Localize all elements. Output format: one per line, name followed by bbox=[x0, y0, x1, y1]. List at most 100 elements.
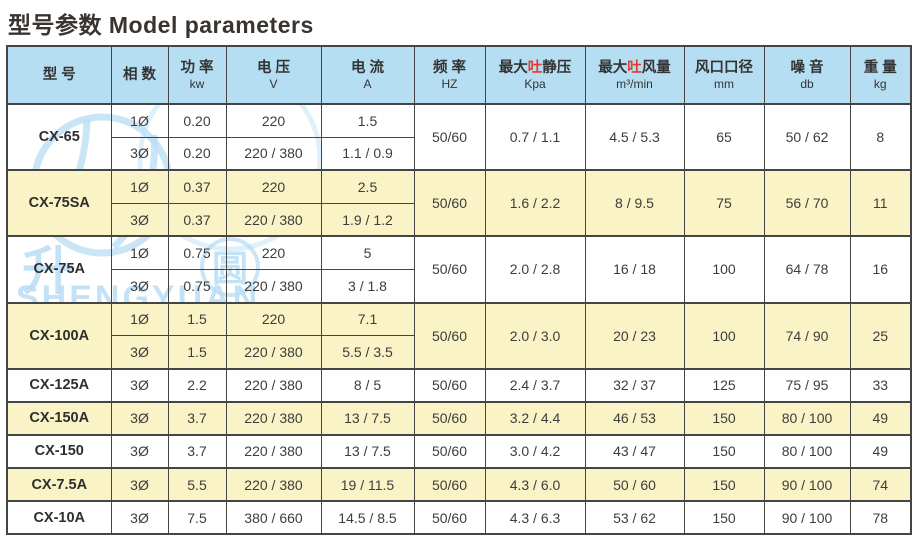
cell-weight: 25 bbox=[849, 301, 912, 370]
cell-noise: 64 / 78 bbox=[763, 235, 851, 304]
cell-frequency: 50/60 bbox=[413, 500, 486, 535]
cell-phase: 3Ø bbox=[110, 367, 169, 403]
column-header-unit: kg bbox=[873, 76, 887, 91]
cell-phase: 3Ø bbox=[110, 400, 169, 436]
table-row: CX-75A 1Ø 0.75 220 5 50/60 2.0 / 2.8 16 / 18 100… bbox=[6, 235, 912, 304]
column-header-unit: mm bbox=[714, 76, 734, 91]
table-row: CX-7.5A 3Ø 5.5 220 / 380 19 / 11.5 50/60 4.3 /… bbox=[6, 467, 912, 502]
column-header-max-static-pressure: 最大吐静压 Kpa bbox=[484, 45, 586, 105]
cell-max-air-volume: 50 / 60 bbox=[584, 467, 685, 502]
cell-frequency: 50/60 bbox=[413, 467, 486, 502]
cell-model: CX-75SA bbox=[6, 169, 112, 237]
cell-weight: 49 bbox=[849, 400, 912, 436]
header-text: 风量 bbox=[641, 59, 671, 76]
header-text: 最大 bbox=[598, 59, 628, 76]
cell-max-static-pressure: 1.6 / 2.2 bbox=[484, 169, 586, 237]
cell-model: CX-100A bbox=[6, 301, 112, 370]
cell-power: 0.37 bbox=[167, 169, 227, 204]
cell-noise: 75 / 95 bbox=[763, 367, 851, 403]
cell-max-air-volume: 4.5 / 5.3 bbox=[584, 102, 685, 171]
cell-outlet-diameter: 75 bbox=[683, 169, 765, 237]
cell-power: 3.7 bbox=[167, 433, 227, 469]
cell-power: 1.5 bbox=[167, 335, 227, 370]
cell-current: 7.1 bbox=[320, 301, 415, 337]
cell-current: 1.1 / 0.9 bbox=[320, 136, 415, 171]
cell-noise: 90 / 100 bbox=[763, 500, 851, 535]
column-header-frequency: 频 率 HZ bbox=[413, 45, 486, 105]
cell-phase: 3Ø bbox=[110, 335, 169, 370]
cell-current: 13 / 7.5 bbox=[320, 400, 415, 436]
cell-current: 1.9 / 1.2 bbox=[320, 202, 415, 237]
table-row: CX-100A 1Ø 1.5 220 7.1 50/60 2.0 / 3.0 20 / 23 1… bbox=[6, 301, 912, 370]
cell-power: 1.5 bbox=[167, 301, 227, 337]
cell-noise: 80 / 100 bbox=[763, 433, 851, 469]
column-header-label: 型 号 bbox=[42, 66, 76, 83]
column-header-outlet-diameter: 风口口径 mm bbox=[683, 45, 765, 105]
cell-phase: 1Ø bbox=[110, 169, 169, 204]
column-header-label: 最大吐静压 bbox=[486, 59, 585, 78]
table-row: CX-75SA 1Ø 0.37 220 2.5 50/60 1.6 / 2.2 8 / 9.5… bbox=[6, 169, 912, 237]
column-header-label: 重 量 bbox=[863, 59, 897, 76]
cell-outlet-diameter: 150 bbox=[683, 400, 765, 436]
column-header-unit: kw bbox=[189, 76, 205, 91]
cell-frequency: 50/60 bbox=[413, 301, 486, 370]
cell-voltage: 220 / 380 bbox=[225, 335, 322, 370]
column-header-model: 型 号 bbox=[6, 45, 112, 105]
cell-weight: 74 bbox=[849, 467, 912, 502]
cell-frequency: 50/60 bbox=[413, 169, 486, 237]
table-row: CX-150A 3Ø 3.7 220 / 380 13 / 7.5 50/60 3.2 / … bbox=[6, 400, 912, 436]
column-header-label: 频 率 bbox=[432, 59, 467, 76]
cell-frequency: 50/60 bbox=[413, 433, 486, 469]
header-text: 静压 bbox=[542, 59, 572, 76]
cell-power: 0.75 bbox=[167, 268, 227, 304]
column-header-label: 噪 音 bbox=[790, 59, 824, 76]
page-title: 型号参数 Model parameters bbox=[8, 12, 314, 38]
cell-power: 0.20 bbox=[167, 102, 227, 138]
cell-max-air-volume: 32 / 37 bbox=[584, 367, 685, 403]
table-row: CX-65 1Ø 0.20 220 1.5 50/60 0.7 / 1.1 4.5 / 5.3… bbox=[6, 102, 912, 171]
cell-max-air-volume: 8 / 9.5 bbox=[584, 169, 685, 237]
cell-power: 0.75 bbox=[167, 235, 227, 270]
cell-max-air-volume: 43 / 47 bbox=[584, 433, 685, 469]
cell-phase: 3Ø bbox=[110, 202, 169, 237]
column-header-label: 最大吐风量 bbox=[586, 59, 684, 78]
cell-outlet-diameter: 125 bbox=[683, 367, 765, 403]
cell-voltage: 220 / 380 bbox=[225, 202, 322, 237]
cell-max-static-pressure: 4.3 / 6.3 bbox=[484, 500, 586, 535]
cell-noise: 74 / 90 bbox=[763, 301, 851, 370]
cell-outlet-diameter: 65 bbox=[683, 102, 765, 171]
cell-power: 3.7 bbox=[167, 400, 227, 436]
cell-current: 3 / 1.8 bbox=[320, 268, 415, 304]
cell-current: 8 / 5 bbox=[320, 367, 415, 403]
cell-phase: 1Ø bbox=[110, 102, 169, 138]
cell-power: 2.2 bbox=[167, 367, 227, 403]
cell-weight: 16 bbox=[849, 235, 912, 304]
column-header-max-air-volume: 最大吐风量 m³/min bbox=[584, 45, 685, 105]
column-header-phase: 相 数 bbox=[110, 45, 169, 105]
cell-voltage: 220 / 380 bbox=[225, 467, 322, 502]
cell-max-static-pressure: 0.7 / 1.1 bbox=[484, 102, 586, 171]
column-header-label: 相 数 bbox=[122, 66, 157, 83]
cell-voltage: 380 / 660 bbox=[225, 500, 322, 535]
cell-max-static-pressure: 2.0 / 2.8 bbox=[484, 235, 586, 304]
highlighted-char: 吐 bbox=[527, 59, 543, 76]
column-header-label: 风口口径 bbox=[695, 59, 753, 76]
cell-power: 0.20 bbox=[167, 136, 227, 171]
cell-phase: 3Ø bbox=[110, 433, 169, 469]
column-header-label: 功 率 bbox=[180, 59, 214, 76]
cell-noise: 56 / 70 bbox=[763, 169, 851, 237]
cell-current: 5 bbox=[320, 235, 415, 270]
cell-model: CX-75A bbox=[6, 235, 112, 304]
column-header-unit: Kpa bbox=[524, 76, 546, 91]
table-row: CX-125A 3Ø 2.2 220 / 380 8 / 5 50/60 2.4 / 3.7… bbox=[6, 367, 912, 403]
column-header-unit: m³/min bbox=[616, 76, 653, 91]
cell-model: CX-150 bbox=[6, 433, 112, 469]
cell-weight: 8 bbox=[849, 102, 912, 171]
cell-voltage: 220 bbox=[225, 235, 322, 270]
cell-weight: 11 bbox=[849, 169, 912, 237]
cell-max-air-volume: 46 / 53 bbox=[584, 400, 685, 436]
